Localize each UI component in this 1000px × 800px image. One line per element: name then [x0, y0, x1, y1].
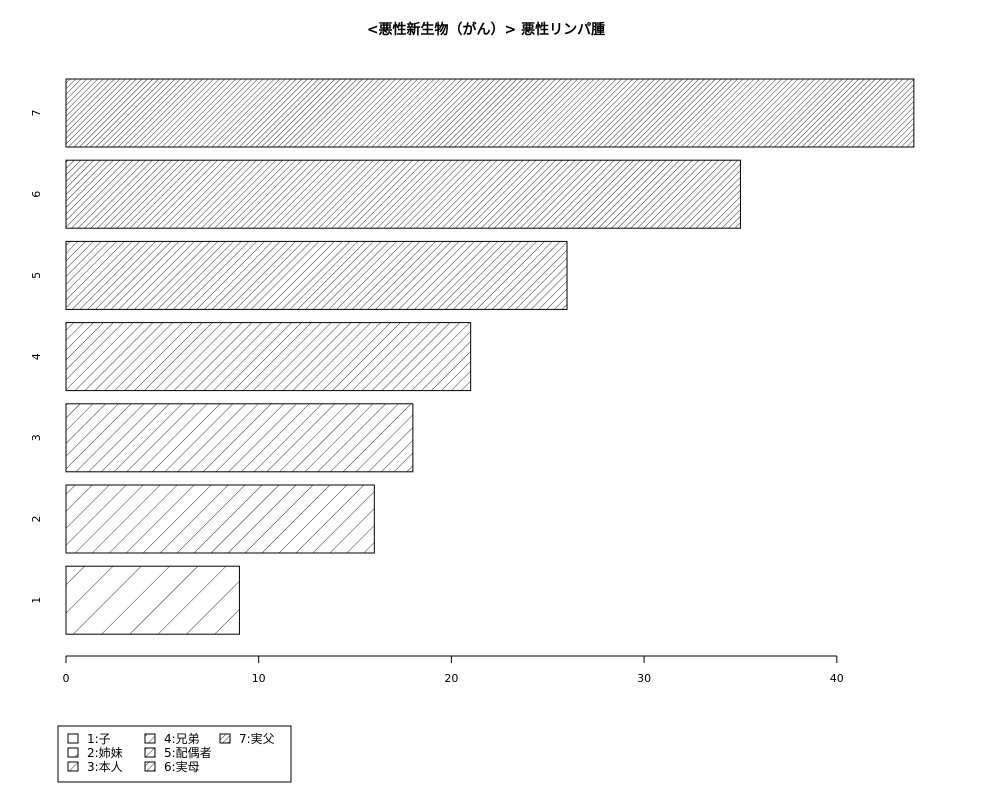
legend-label: 1:子 [87, 732, 111, 746]
bar-2 [65, 484, 375, 554]
legend-box [57, 725, 292, 783]
x-tick-label: 30 [637, 672, 651, 685]
x-tick-label: 40 [830, 672, 844, 685]
y-tick-label: 7 [30, 110, 43, 117]
y-tick-label: 3 [30, 434, 43, 441]
bar-7 [65, 78, 915, 148]
legend-swatch [219, 733, 231, 744]
y-tick-label: 1 [30, 597, 43, 604]
y-tick-label: 2 [30, 516, 43, 523]
bar-4 [65, 322, 472, 392]
legend-swatch [144, 733, 156, 744]
x-tick-label: 20 [444, 672, 458, 685]
x-tick-label: 0 [63, 672, 70, 685]
legend-label: 6:実母 [164, 759, 200, 774]
legend-label: 2:姉妹 [87, 745, 123, 760]
legend-swatch [144, 761, 156, 772]
legend-label: 7:実父 [239, 731, 275, 746]
y-tick-label: 6 [30, 191, 43, 198]
y-tick-label: 5 [30, 272, 43, 279]
bar-5 [65, 240, 568, 310]
y-tick-label: 4 [30, 353, 43, 360]
bar-3 [65, 403, 414, 473]
legend-label: 3:本人 [87, 760, 123, 774]
legend-swatch [144, 747, 156, 758]
bar-6 [65, 159, 741, 229]
x-tick-label: 10 [252, 672, 266, 685]
legend-label: 5:配偶者 [164, 746, 212, 760]
legend-swatch [67, 761, 79, 772]
y-axis-labels: 1 2 3 4 5 6 7 [30, 110, 43, 604]
legend-swatch [67, 747, 79, 758]
chart-title: <悪性新生物（がん）> 悪性リンパ腫 [367, 21, 605, 38]
legend-label: 4:兄弟 [164, 732, 200, 746]
x-axis: 0 10 20 30 40 [63, 655, 844, 685]
bar-1 [65, 565, 240, 635]
bars [65, 78, 915, 635]
legend-swatch [67, 733, 79, 744]
